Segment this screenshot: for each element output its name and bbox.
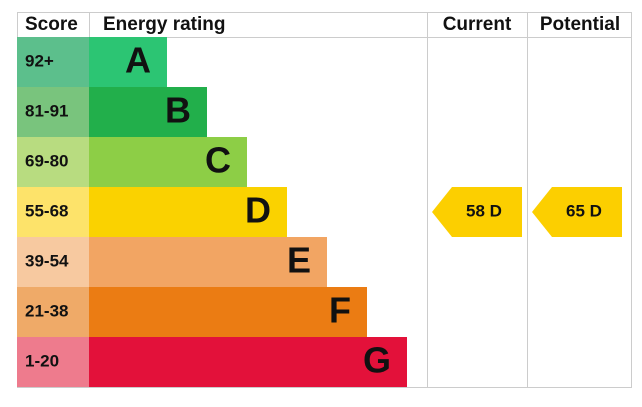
- score-range: 1-20: [25, 351, 59, 370]
- rating-bar: [89, 337, 407, 387]
- score-cell: [17, 87, 89, 137]
- score-cell: [17, 337, 89, 387]
- rating-letter: E: [287, 240, 311, 281]
- rating-bar: [89, 87, 207, 137]
- potential-arrow: [532, 187, 622, 237]
- potential-rating: 65 D: [566, 201, 602, 220]
- score-header: Score: [25, 14, 78, 35]
- score-cell: [17, 37, 89, 87]
- bands: 92+ A 81-91 B 69-80 C 55-68 D 39-54 E 21-38 F 1-20 G: [17, 37, 407, 387]
- rating-letter: G: [363, 340, 391, 381]
- rating-bar: [89, 187, 287, 237]
- score-cell: [17, 137, 89, 187]
- current-rating: 58 D: [466, 201, 502, 220]
- score-cell: [17, 237, 89, 287]
- rating-bar: [89, 287, 367, 337]
- rating-letter: F: [329, 290, 351, 331]
- rating-bar: [89, 37, 167, 87]
- potential-header: Potential: [540, 14, 620, 35]
- current-arrow: [432, 187, 522, 237]
- score-range: 39-54: [25, 251, 69, 270]
- rating-letter: D: [245, 190, 271, 231]
- score-range: 81-91: [25, 101, 68, 120]
- score-range: 55-68: [25, 201, 68, 220]
- rating-bar: [89, 237, 327, 287]
- score-range: 92+: [25, 51, 54, 70]
- rating-letter: B: [165, 90, 191, 131]
- score-range: 21-38: [25, 301, 68, 320]
- score-cell: [17, 287, 89, 337]
- rating-bar: [89, 137, 247, 187]
- rating-letter: A: [125, 40, 151, 81]
- score-range: 69-80: [25, 151, 68, 170]
- score-cell: [17, 187, 89, 237]
- current-header: Current: [443, 14, 512, 35]
- rating-header: Energy rating: [103, 14, 225, 35]
- rating-letter: C: [205, 140, 231, 181]
